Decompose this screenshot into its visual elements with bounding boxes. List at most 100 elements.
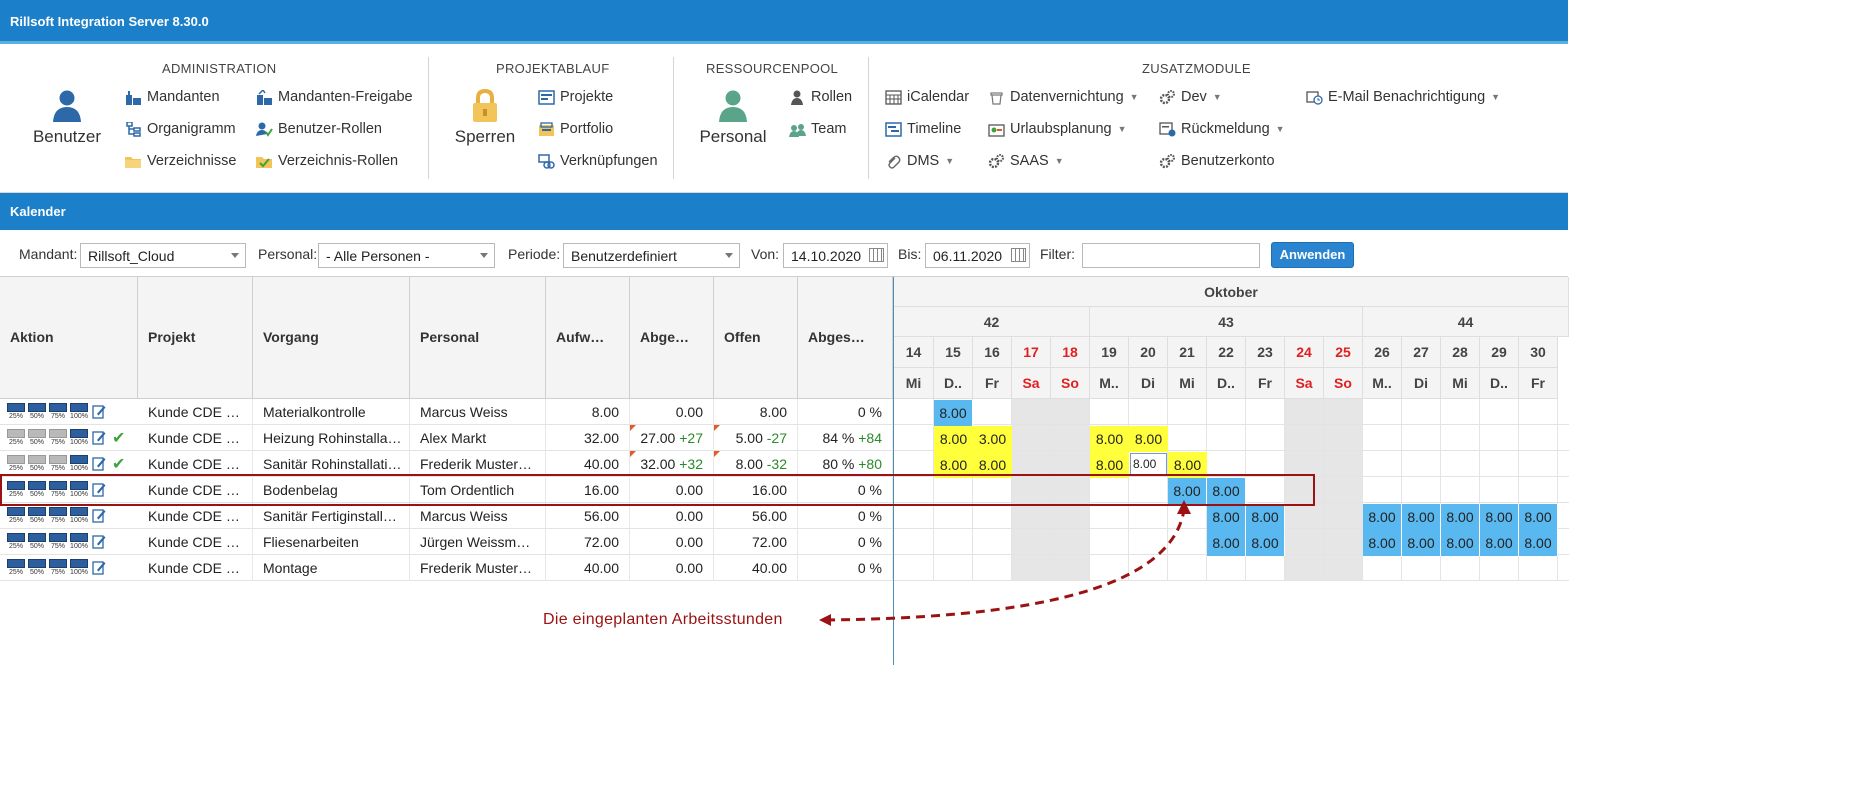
progress-button[interactable]: 100% bbox=[70, 481, 88, 500]
progress-button[interactable]: 100% bbox=[70, 533, 88, 552]
hours-cell[interactable]: 8.00 bbox=[1129, 426, 1168, 452]
progress-button[interactable]: 25% bbox=[7, 403, 25, 422]
progress-button[interactable]: 100% bbox=[70, 455, 88, 474]
table-row[interactable]: 25% 50% 75% 100% Kunde CDE … Materialkontroll… bbox=[0, 399, 893, 425]
progress-button[interactable]: 100% bbox=[70, 559, 88, 578]
column-header[interactable]: Projekt bbox=[138, 277, 253, 399]
column-header[interactable]: Offen bbox=[714, 277, 798, 399]
bis-date-input[interactable]: 06.11.2020 bbox=[925, 243, 1030, 268]
personal-button[interactable]: Personal bbox=[696, 89, 770, 147]
edit-icon[interactable] bbox=[92, 430, 106, 445]
projekte-button[interactable]: Projekte bbox=[538, 89, 613, 105]
edit-icon[interactable] bbox=[92, 508, 106, 523]
table-row[interactable]: 25% 50% 75% 100% ✔ Kunde CDE … Sanitär Rohinst… bbox=[0, 451, 893, 477]
hours-cell[interactable]: 8.00 bbox=[1207, 504, 1246, 530]
table-row[interactable]: 25% 50% 75% 100% ✔ Kunde CDE … Heizung Rohinst… bbox=[0, 425, 893, 451]
verzeichnis-rollen-button[interactable]: Verzeichnis-Rollen bbox=[256, 153, 398, 169]
table-row[interactable]: 25% 50% 75% 100% Kunde CDE … Fliesenarbeiten J… bbox=[0, 529, 893, 555]
column-header[interactable]: Abge… bbox=[630, 277, 714, 399]
urlaubsplanung-menu[interactable]: Urlaubsplanung ▼ bbox=[988, 121, 1127, 137]
hours-cell[interactable]: 8.00 bbox=[1441, 504, 1480, 530]
hours-cell[interactable]: 8.00 bbox=[1207, 478, 1246, 504]
progress-button[interactable]: 25% bbox=[7, 429, 25, 448]
progress-button[interactable]: 25% bbox=[7, 455, 25, 474]
hours-cell[interactable]: 8.00 bbox=[1480, 530, 1519, 556]
mandanten-button[interactable]: Mandanten bbox=[125, 89, 220, 105]
email-benachrichtigung-menu[interactable]: E-Mail Benachrichtigung ▼ bbox=[1306, 89, 1500, 105]
hours-cell[interactable]: 8.00 bbox=[1168, 452, 1207, 478]
progress-button[interactable]: 75% bbox=[49, 429, 67, 448]
progress-button[interactable]: 25% bbox=[7, 481, 25, 500]
edit-icon[interactable] bbox=[92, 404, 106, 419]
verknuepfungen-button[interactable]: Verknüpfungen bbox=[538, 153, 658, 169]
progress-button[interactable]: 50% bbox=[28, 455, 46, 474]
progress-button[interactable]: 75% bbox=[49, 507, 67, 526]
organigramm-button[interactable]: Organigramm bbox=[125, 121, 236, 137]
rueckmeldung-menu[interactable]: Rückmeldung ▼ bbox=[1159, 121, 1285, 137]
progress-button[interactable]: 75% bbox=[49, 481, 67, 500]
hours-cell[interactable]: 8.00 bbox=[1207, 530, 1246, 556]
mandanten-freigabe-button[interactable]: Mandanten-Freigabe bbox=[256, 89, 413, 105]
icalendar-button[interactable]: iCalendar bbox=[885, 89, 969, 105]
progress-button[interactable]: 25% bbox=[7, 533, 25, 552]
hours-cell[interactable]: 8.00 bbox=[934, 452, 973, 478]
datenvernichtung-menu[interactable]: Datenvernichtung ▼ bbox=[988, 89, 1139, 105]
team-button[interactable]: Team bbox=[789, 121, 846, 137]
progress-button[interactable]: 75% bbox=[49, 533, 67, 552]
progress-button[interactable]: 100% bbox=[70, 403, 88, 422]
benutzer-button[interactable]: Benutzer bbox=[28, 89, 106, 147]
progress-button[interactable]: 25% bbox=[7, 507, 25, 526]
progress-button[interactable]: 75% bbox=[49, 559, 67, 578]
table-row[interactable]: 25% 50% 75% 100% Kunde CDE … Montage Frederik … bbox=[0, 555, 893, 581]
portfolio-button[interactable]: Portfolio bbox=[538, 121, 613, 137]
hours-cell[interactable]: 8.00 bbox=[1090, 426, 1129, 452]
progress-button[interactable]: 50% bbox=[28, 481, 46, 500]
progress-button[interactable]: 75% bbox=[49, 403, 67, 422]
hours-cell[interactable]: 8.00 bbox=[1480, 504, 1519, 530]
progress-button[interactable]: 50% bbox=[28, 429, 46, 448]
rollen-button[interactable]: Rollen bbox=[789, 89, 852, 105]
column-header[interactable]: Vorgang bbox=[253, 277, 410, 399]
timeline-button[interactable]: Timeline bbox=[885, 121, 961, 137]
benutzer-rollen-button[interactable]: Benutzer-Rollen bbox=[256, 121, 382, 137]
edit-icon[interactable] bbox=[92, 482, 106, 497]
hours-cell[interactable]: 8.00 bbox=[1246, 504, 1285, 530]
sperren-button[interactable]: Sperren bbox=[449, 89, 521, 147]
mandant-select[interactable]: Rillsoft_Cloud bbox=[80, 243, 246, 268]
hours-cell[interactable]: 8.00 bbox=[934, 400, 973, 426]
hours-cell[interactable]: 8.00 bbox=[1402, 530, 1441, 556]
progress-button[interactable]: 50% bbox=[28, 507, 46, 526]
hours-cell[interactable]: 8.00 bbox=[1519, 530, 1558, 556]
progress-button[interactable]: 25% bbox=[7, 559, 25, 578]
calendar-icon[interactable] bbox=[869, 248, 884, 262]
hours-cell[interactable]: 8.00 bbox=[934, 426, 973, 452]
hours-cell[interactable]: 8.00 bbox=[1441, 530, 1480, 556]
dms-menu[interactable]: DMS ▼ bbox=[885, 153, 954, 169]
progress-button[interactable]: 100% bbox=[70, 507, 88, 526]
table-row[interactable]: 25% 50% 75% 100% Kunde CDE … Sanitär Fertigin… bbox=[0, 503, 893, 529]
progress-button[interactable]: 75% bbox=[49, 455, 67, 474]
dev-menu[interactable]: Dev ▼ bbox=[1159, 89, 1222, 105]
von-date-input[interactable]: 14.10.2020 bbox=[783, 243, 888, 268]
hours-cell[interactable]: 8.00 bbox=[1246, 530, 1285, 556]
saas-menu[interactable]: SAAS ▼ bbox=[988, 153, 1064, 169]
periode-select[interactable]: Benutzerdefiniert bbox=[563, 243, 740, 268]
hours-cell[interactable]: 8.00 bbox=[1363, 504, 1402, 530]
hours-input[interactable]: 8.00 bbox=[1130, 453, 1167, 475]
hours-cell[interactable]: 8.00 bbox=[1168, 478, 1207, 504]
hours-cell[interactable]: 3.00 bbox=[973, 426, 1012, 452]
filter-input[interactable] bbox=[1082, 243, 1260, 268]
column-header[interactable]: Abges… bbox=[798, 277, 893, 399]
hours-cell[interactable]: 8.00 bbox=[1090, 452, 1129, 478]
edit-icon[interactable] bbox=[92, 534, 106, 549]
progress-button[interactable]: 50% bbox=[28, 533, 46, 552]
personal-select[interactable]: - Alle Personen - bbox=[318, 243, 495, 268]
hours-cell[interactable]: 8.00 bbox=[1402, 504, 1441, 530]
edit-icon[interactable] bbox=[92, 456, 106, 471]
column-header[interactable]: Aufw… bbox=[546, 277, 630, 399]
progress-button[interactable]: 100% bbox=[70, 429, 88, 448]
progress-button[interactable]: 50% bbox=[28, 403, 46, 422]
anwenden-button[interactable]: Anwenden bbox=[1271, 242, 1354, 268]
calendar-icon[interactable] bbox=[1011, 248, 1026, 262]
progress-button[interactable]: 50% bbox=[28, 559, 46, 578]
